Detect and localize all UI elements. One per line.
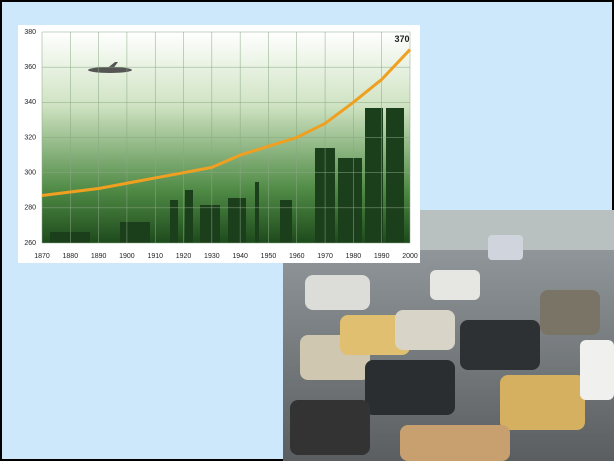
airplane — [88, 62, 132, 73]
y-tick-label: 340 — [24, 99, 36, 106]
x-tick-label: 1960 — [289, 253, 305, 260]
x-tick-label: 1970 — [317, 253, 333, 260]
y-tick-label: 320 — [24, 134, 36, 141]
y-tick-label: 260 — [24, 240, 36, 247]
y-tick-label: 300 — [24, 170, 36, 177]
y-tick-label: 360 — [24, 64, 36, 71]
x-tick-label: 1940 — [232, 253, 248, 260]
data-line — [41, 48, 412, 198]
x-tick-label: 1920 — [176, 253, 192, 260]
x-tick-label: 1980 — [346, 253, 362, 260]
x-tick-label: 1880 — [63, 253, 79, 260]
y-tick-label: 380 — [24, 29, 36, 36]
x-tick-label: 1990 — [374, 253, 390, 260]
annotation: 370 — [394, 34, 409, 44]
x-tick-label: 2000 — [402, 253, 418, 260]
x-tick-label: 1870 — [34, 253, 50, 260]
x-tick-label: 1890 — [91, 253, 107, 260]
y-tick-label: 280 — [24, 205, 36, 212]
x-tick-label: 1900 — [119, 253, 135, 260]
x-tick-label: 1910 — [147, 253, 163, 260]
x-tick-label: 1950 — [261, 253, 277, 260]
skyline — [50, 108, 404, 243]
x-tick-label: 1930 — [204, 253, 220, 260]
